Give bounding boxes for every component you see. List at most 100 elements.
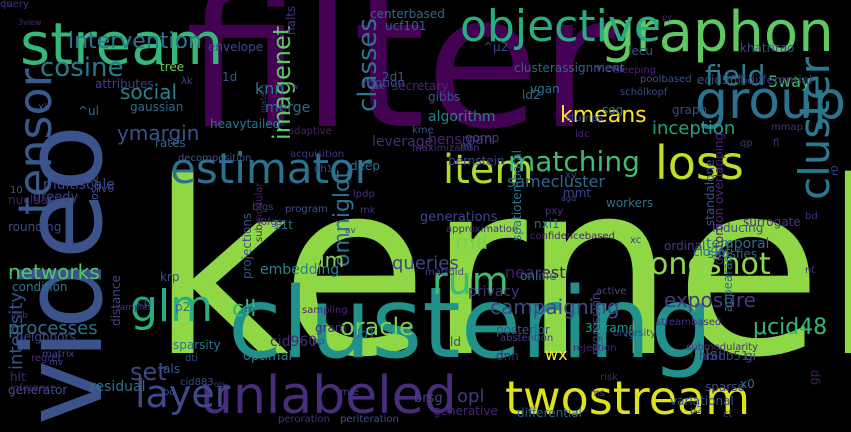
cloud-word: rnd: [455, 230, 489, 254]
cloud-word: lmb: [11, 311, 28, 321]
cloud-word: lpdp: [353, 189, 375, 200]
cloud-word: multiscale: [43, 177, 115, 193]
cloud-word: 1d: [222, 70, 238, 84]
cloud-word: cosine: [40, 53, 124, 83]
cloud-word: lecu: [628, 44, 653, 58]
cloud-word: qp: [740, 138, 753, 149]
cloud-word: 32frame: [585, 321, 636, 335]
cloud-word: cll: [232, 297, 257, 322]
cloud-word: x0: [740, 377, 755, 391]
cloud-word: approximation: [446, 224, 519, 235]
cloud-word: attributes: [95, 77, 154, 91]
cloud-word: cid96f: [693, 245, 731, 259]
cloud-word: diversity: [613, 328, 657, 339]
cloud-word: clustering: [228, 267, 713, 381]
cloud-word: xc: [630, 235, 642, 246]
cloud-word: query: [0, 0, 29, 10]
cloud-word: mv: [49, 358, 64, 368]
cloud-word: inception: [652, 118, 736, 139]
cloud-word: deep: [350, 159, 380, 173]
cloud-word: dh1: [314, 164, 334, 175]
cloud-word: ct: [723, 409, 733, 420]
cloud-word: graph: [672, 103, 708, 117]
cloud-word: r0: [830, 165, 841, 176]
cloud-word: ldc: [575, 129, 590, 140]
cloud-word: ^μ2: [483, 40, 509, 54]
cloud-word: confidencebased: [530, 231, 615, 242]
cloud-word: tree: [160, 60, 185, 74]
cloud-word: l0fgs: [258, 217, 283, 228]
cloud-word: ordinal: [664, 239, 706, 253]
cloud-word: sampler: [115, 303, 152, 313]
cloud-word: samecluster: [507, 172, 605, 191]
cloud-word: program: [285, 204, 328, 215]
cloud-word: rates: [155, 136, 186, 150]
cloud-word: av: [345, 226, 356, 236]
cloud-word: intervention: [68, 29, 202, 54]
cloud-word: matching: [508, 145, 640, 178]
cloud-word: queries: [392, 253, 459, 274]
cloud-word: lht: [460, 142, 474, 153]
cloud-word: submodular: [254, 182, 265, 242]
cloud-word: rg: [625, 329, 636, 340]
cloud-word: neighbors: [16, 330, 76, 344]
cloud-word: poolbased: [640, 74, 692, 85]
cloud-word: cp: [137, 295, 152, 309]
cloud-word: periteration: [340, 414, 399, 425]
cloud-word: 3view: [18, 18, 42, 27]
cloud-word: 2d1: [382, 70, 405, 84]
cloud-word: networks: [8, 260, 100, 284]
cloud-word: bfgs: [252, 202, 274, 213]
cloud-word: fv0: [98, 184, 114, 195]
cloud-word: bo: [163, 387, 176, 398]
cloud-word: differential: [517, 406, 582, 420]
cloud-word: kernel: [150, 130, 851, 410]
cloud-word: motion: [363, 76, 406, 90]
cloud-word: nuclear: [8, 193, 53, 207]
cloud-word: mmap: [771, 122, 803, 133]
cloud-word: oracle: [340, 313, 414, 341]
cloud-word: py: [662, 13, 672, 22]
cloud-word: exposure: [664, 288, 756, 312]
cloud-word: ymargin: [117, 121, 200, 145]
cloud-word: gram: [315, 321, 347, 335]
cloud-word: loss: [655, 136, 744, 190]
cloud-word: cid960: [270, 334, 318, 350]
cloud-word: embedding: [260, 262, 340, 278]
cloud-word: sampling: [302, 305, 348, 316]
cloud-word: cid883: [180, 377, 214, 388]
cloud-word: layer: [135, 372, 231, 416]
cloud-word: pxy: [545, 206, 564, 217]
cloud-word: residual: [90, 379, 146, 395]
cloud-word: gi: [745, 349, 756, 363]
cloud-word: graphon: [600, 0, 834, 65]
cloud-word: nearest: [505, 263, 566, 282]
cloud-word: sparsity: [173, 338, 221, 352]
cloud-word: online: [520, 269, 557, 283]
cloud-word: stumps: [566, 113, 603, 124]
cloud-word: peroration: [278, 414, 330, 425]
cloud-word: 10: [10, 185, 23, 196]
cloud-word: condition: [12, 280, 68, 294]
cloud-word: nt: [805, 265, 816, 276]
cloud-word: opl: [457, 386, 485, 407]
cloud-word: schölkopf: [620, 87, 668, 98]
cloud-word: ld: [450, 335, 461, 349]
cloud-word: dnn: [496, 349, 519, 363]
cloud-word: gibbs: [428, 90, 461, 104]
cloud-word: gaussian: [130, 100, 184, 114]
cloud-word: rp: [245, 305, 255, 315]
cloud-word: kme: [412, 125, 434, 136]
cloud-word: gomp: [465, 131, 500, 145]
cloud-word: distance: [109, 275, 123, 326]
cloud-word: ^ul: [78, 104, 99, 118]
cloud-word: field: [705, 59, 766, 92]
cloud-word: lsi: [705, 345, 723, 364]
cloud-word: stream: [20, 10, 224, 78]
cloud-word: social: [120, 80, 178, 104]
cloud-word: sog: [602, 103, 624, 117]
cloud-word: p2: [175, 300, 191, 314]
cloud-word: brsg: [414, 391, 443, 406]
cloud-word: heavytailed: [210, 117, 281, 131]
cloud-word: standalone: [703, 159, 717, 226]
